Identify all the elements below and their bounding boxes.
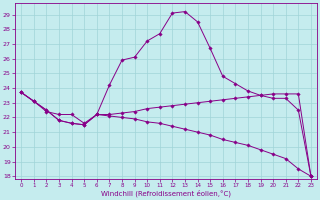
X-axis label: Windchill (Refroidissement éolien,°C): Windchill (Refroidissement éolien,°C) [101, 190, 231, 197]
